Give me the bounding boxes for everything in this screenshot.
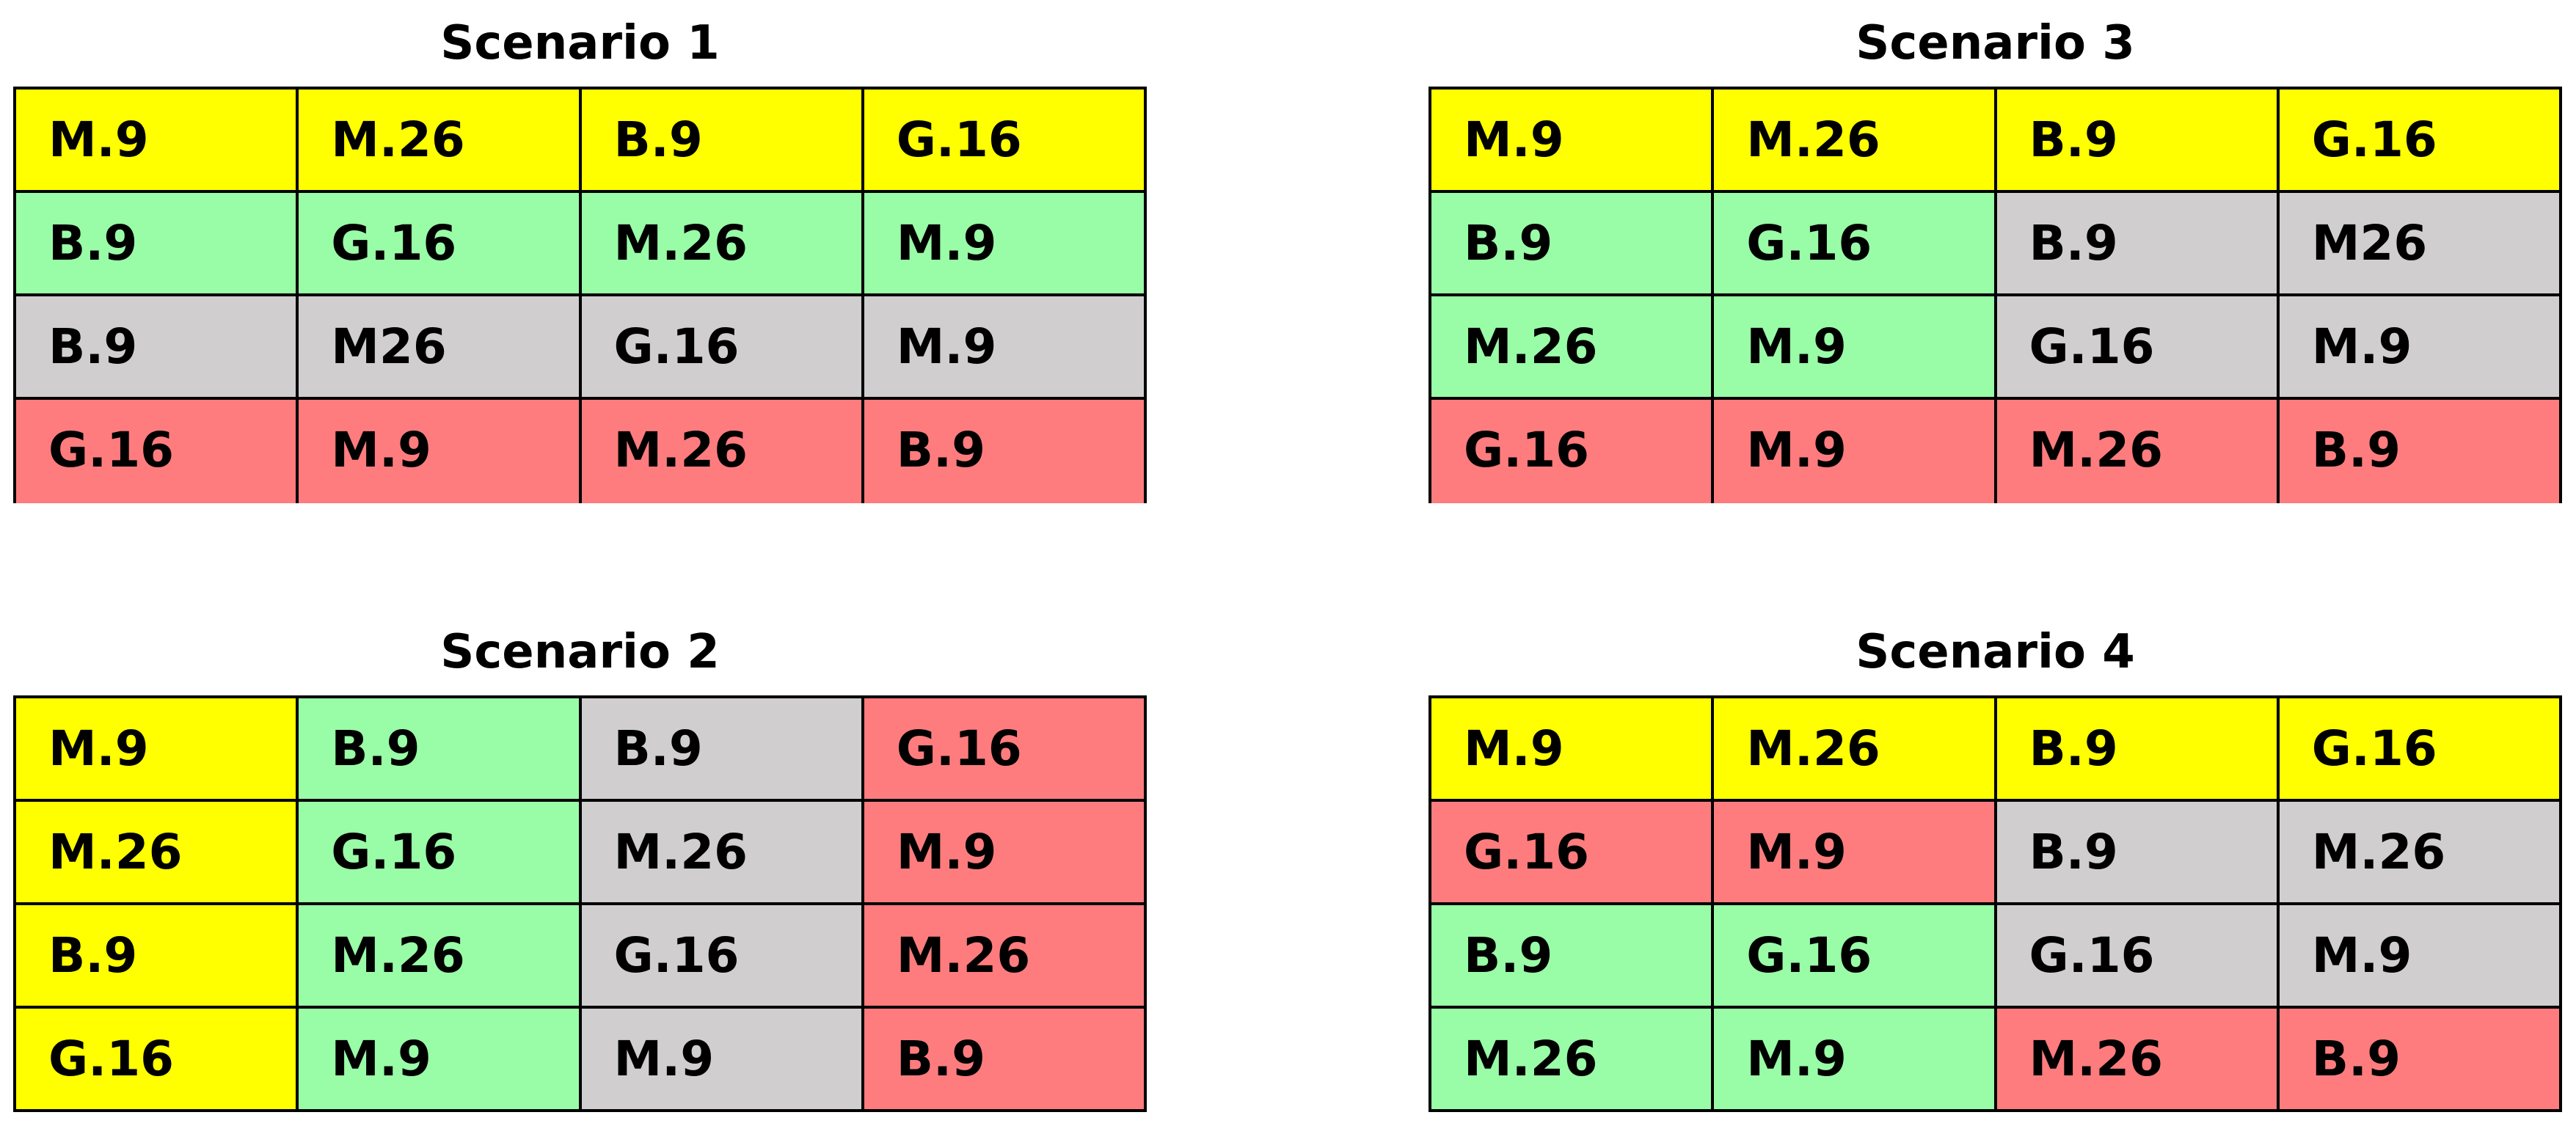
scenario-4-grid: M.9 M.26 B.9 G.16 G.16 M.9 B.9 M.26 B.9 G.16 G.16 M… bbox=[1429, 695, 2562, 1112]
grid-cell: B.9 bbox=[864, 400, 1147, 503]
grid-cell: G.16 bbox=[299, 802, 582, 905]
grid-cell: M.26 bbox=[581, 193, 864, 296]
grid-cell: M.9 bbox=[1714, 1009, 1997, 1112]
grid-cell: M.26 bbox=[1431, 296, 1715, 400]
scenario-1-title: Scenario 1 bbox=[440, 16, 720, 70]
scenario-3-title: Scenario 3 bbox=[1856, 16, 2135, 70]
grid-cell: M.9 bbox=[864, 193, 1147, 296]
grid-cell: G.16 bbox=[16, 400, 299, 503]
grid-cell: M.26 bbox=[1431, 1009, 1715, 1112]
grid-cell: B.9 bbox=[864, 1009, 1147, 1112]
grid-cell: B.9 bbox=[1996, 193, 2280, 296]
grid-cell: B.9 bbox=[1431, 905, 1715, 1009]
grid-cell: G.16 bbox=[1431, 802, 1715, 905]
grid-cell: M.26 bbox=[2279, 802, 2562, 905]
grid-cell: B.9 bbox=[2279, 400, 2562, 503]
grid-cell: B.9 bbox=[1431, 193, 1715, 296]
grid-cell: M.9 bbox=[581, 1009, 864, 1112]
grid-cell: G.16 bbox=[864, 698, 1147, 802]
grid-cell: G.16 bbox=[1431, 400, 1715, 503]
grid-cell: B.9 bbox=[16, 193, 299, 296]
grid-cell: G.16 bbox=[16, 1009, 299, 1112]
scenario-3: Scenario 3 M.9 M.26 B.9 G.16 B.9 G.16 B.9 M26 M.… bbox=[1429, 0, 2562, 503]
grid-cell: G.16 bbox=[2279, 698, 2562, 802]
grid-cell: B.9 bbox=[1996, 89, 2280, 193]
scenario-4-title: Scenario 4 bbox=[1856, 625, 2135, 679]
grid-cell: M.9 bbox=[299, 1009, 582, 1112]
grid-cell: M.26 bbox=[299, 89, 582, 193]
grid-cell: M.26 bbox=[1714, 698, 1997, 802]
scenario-4: Scenario 4 M.9 M.26 B.9 G.16 G.16 M.9 B.9 M.26 B… bbox=[1429, 609, 2562, 1112]
scenario-2-title: Scenario 2 bbox=[440, 625, 720, 679]
grid-cell: M.26 bbox=[1714, 89, 1997, 193]
grid-cell: G.16 bbox=[1996, 296, 2280, 400]
grid-cell: G.16 bbox=[581, 905, 864, 1009]
grid-cell: B.9 bbox=[299, 698, 582, 802]
grid-cell: G.16 bbox=[2279, 89, 2562, 193]
scenario-2: Scenario 2 M.9 B.9 B.9 G.16 M.26 G.16 M.26 M.9 B… bbox=[13, 609, 1147, 1112]
grid-cell: M.9 bbox=[299, 400, 582, 503]
grid-cell: M.9 bbox=[16, 89, 299, 193]
grid-cell: M26 bbox=[2279, 193, 2562, 296]
grid-cell: B.9 bbox=[16, 905, 299, 1009]
grid-cell: M.9 bbox=[1714, 802, 1997, 905]
grid-cell: B.9 bbox=[1996, 698, 2280, 802]
grid-cell: M.9 bbox=[864, 802, 1147, 905]
grid-cell: G.16 bbox=[1714, 905, 1997, 1009]
grid-cell: M.26 bbox=[1996, 1009, 2280, 1112]
grid-cell: G.16 bbox=[581, 296, 864, 400]
grid-cell: M.9 bbox=[864, 296, 1147, 400]
grid-cell: M.26 bbox=[299, 905, 582, 1009]
grid-cell: B.9 bbox=[1996, 802, 2280, 905]
grid-cell: M.9 bbox=[2279, 296, 2562, 400]
grid-cell: G.16 bbox=[1714, 193, 1997, 296]
grid-cell: G.16 bbox=[299, 193, 582, 296]
grid-cell: B.9 bbox=[16, 296, 299, 400]
grid-cell: B.9 bbox=[581, 89, 864, 193]
grid-cell: M.9 bbox=[1714, 400, 1997, 503]
grid-cell: B.9 bbox=[2279, 1009, 2562, 1112]
grid-cell: M.26 bbox=[581, 400, 864, 503]
grid-cell: M.26 bbox=[16, 802, 299, 905]
grid-cell: M.26 bbox=[581, 802, 864, 905]
grid-cell: M26 bbox=[299, 296, 582, 400]
grid-cell: M.26 bbox=[1996, 400, 2280, 503]
grid-cell: B.9 bbox=[581, 698, 864, 802]
scenario-2-grid: M.9 B.9 B.9 G.16 M.26 G.16 M.26 M.9 B.9 M.26 G.16 M… bbox=[13, 695, 1147, 1112]
scenario-1: Scenario 1 M.9 M.26 B.9 G.16 B.9 G.16 M.26 M.9 B… bbox=[13, 0, 1147, 503]
grid-cell: M.9 bbox=[2279, 905, 2562, 1009]
grid-cell: M.26 bbox=[864, 905, 1147, 1009]
grid-cell: M.9 bbox=[1431, 89, 1715, 193]
grid-cell: G.16 bbox=[864, 89, 1147, 193]
scenario-3-grid: M.9 M.26 B.9 G.16 B.9 G.16 B.9 M26 M.26 M.9 G.16 M.… bbox=[1429, 87, 2562, 503]
scenario-1-grid: M.9 M.26 B.9 G.16 B.9 G.16 M.26 M.9 B.9 M26 G.16 M.… bbox=[13, 87, 1147, 503]
grid-cell: G.16 bbox=[1996, 905, 2280, 1009]
grid-cell: M.9 bbox=[1714, 296, 1997, 400]
grid-cell: M.9 bbox=[16, 698, 299, 802]
grid-cell: M.9 bbox=[1431, 698, 1715, 802]
